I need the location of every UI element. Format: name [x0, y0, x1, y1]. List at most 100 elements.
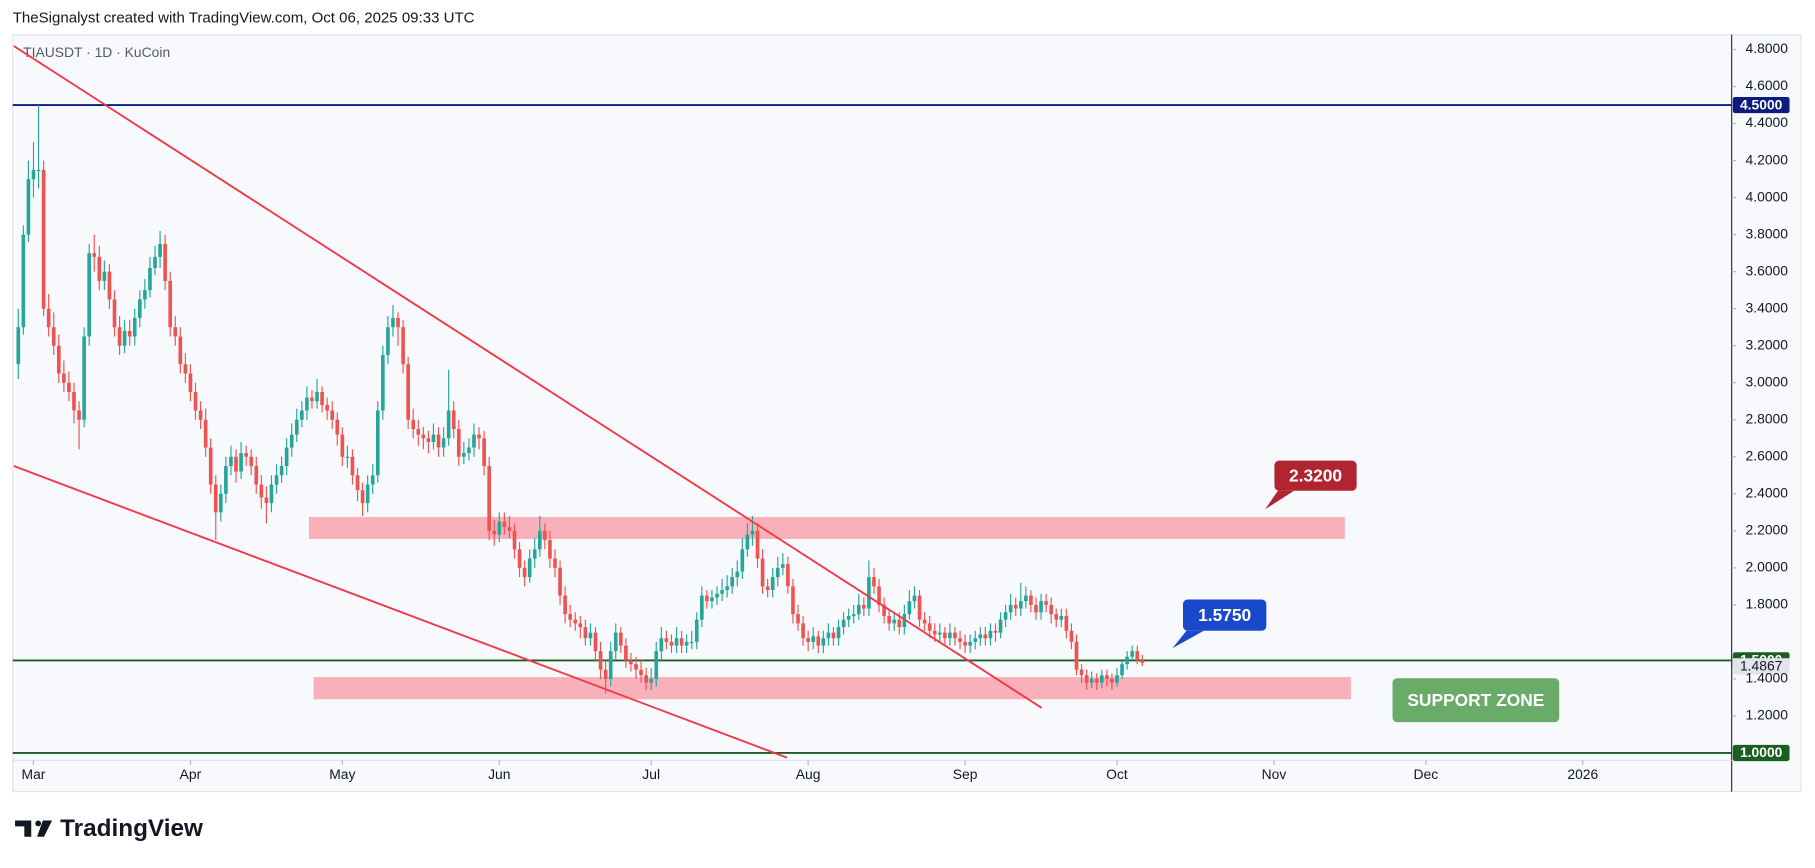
tradingview-logo: TradingView — [15, 815, 203, 842]
candle-body — [411, 419, 416, 430]
candle-body — [1039, 601, 1043, 613]
candle-body — [148, 267, 152, 291]
candle-body — [153, 256, 157, 268]
candle-body — [365, 484, 370, 504]
candle-body — [603, 669, 608, 679]
candle-body — [381, 354, 385, 411]
candle-body — [553, 558, 557, 568]
y-tick-label: 2.6000 — [1746, 447, 1789, 463]
candle-body — [269, 484, 274, 504]
candle-body — [1120, 664, 1124, 676]
candle-body — [441, 438, 446, 448]
candle-body — [16, 327, 21, 365]
candle-body — [841, 619, 846, 628]
logo-text: TradingView — [60, 815, 203, 842]
candle-body — [436, 434, 441, 448]
candle-body — [811, 636, 816, 642]
candle-body — [219, 493, 223, 513]
logo-mark — [15, 820, 32, 837]
candle-body — [279, 466, 284, 476]
candle-body — [770, 577, 775, 591]
candle-body — [765, 586, 770, 591]
candle-body — [259, 484, 264, 498]
x-tick-label: Nov — [1262, 766, 1287, 782]
candle-body — [735, 571, 740, 578]
candle-body — [31, 169, 36, 180]
candle-body — [897, 619, 902, 628]
candle-body — [791, 586, 795, 615]
candle-body — [289, 434, 294, 448]
callout-text: SUPPORT ZONE — [1407, 690, 1544, 710]
candle-body — [902, 614, 907, 628]
candle-body — [168, 280, 173, 328]
candle-body — [360, 490, 365, 504]
candle-body — [1110, 678, 1114, 683]
candle-body — [264, 497, 269, 504]
candle-body — [67, 382, 71, 392]
candle-body — [699, 595, 704, 620]
candle-body — [102, 271, 107, 281]
candle-body — [345, 456, 350, 458]
candle-body — [629, 660, 633, 665]
trendline — [13, 45, 1043, 709]
candle-body — [786, 564, 790, 587]
y-tick-label: 4.2000 — [1746, 151, 1789, 167]
level-label: 4.5000 — [1740, 96, 1783, 112]
candle-body — [56, 345, 61, 374]
candle-body — [239, 453, 243, 472]
candle-body — [988, 630, 993, 639]
candle-body — [639, 669, 643, 676]
candle-body — [948, 632, 952, 639]
candle-body — [396, 317, 400, 328]
candle-body — [416, 429, 421, 435]
candle-body — [563, 595, 567, 615]
x-tick-label: 2026 — [1567, 766, 1598, 782]
y-tick-label: 1.4000 — [1746, 670, 1789, 686]
candle-body — [806, 638, 810, 642]
candle-body — [158, 243, 162, 257]
candle-body — [689, 641, 694, 644]
candle-body — [112, 299, 117, 328]
candle-body — [730, 577, 735, 587]
candle-body — [507, 527, 512, 531]
y-tick-label: 4.4000 — [1746, 114, 1789, 130]
candle-body — [41, 169, 46, 309]
candle-body — [1044, 601, 1048, 605]
candle-body — [92, 253, 97, 257]
candle-body — [998, 619, 1003, 633]
level-label-box — [1732, 96, 1790, 114]
candle-body — [249, 456, 254, 467]
candle-body — [462, 453, 466, 457]
candle-body — [917, 595, 922, 620]
trendline — [13, 465, 788, 759]
y-tick-label: 3.0000 — [1746, 373, 1789, 389]
candle-body — [431, 434, 436, 442]
candle-body — [867, 577, 871, 609]
candle-body — [943, 632, 947, 639]
candle-body — [725, 586, 729, 591]
candle-body — [937, 632, 942, 635]
candle-body — [305, 397, 309, 411]
candle-body — [406, 364, 410, 420]
y-tick-label: 2.4000 — [1746, 484, 1789, 500]
candle-body — [887, 615, 891, 624]
candle-body — [755, 530, 760, 559]
candle-body — [163, 243, 167, 281]
candle-body — [750, 530, 755, 535]
candle-body — [836, 627, 841, 639]
y-tick-label: 1.2000 — [1746, 707, 1789, 723]
candle-body — [659, 638, 664, 652]
y-tick-label: 1.8000 — [1746, 596, 1789, 612]
x-tick-label: Dec — [1414, 766, 1439, 782]
candle-body — [143, 290, 147, 300]
candle-body — [775, 567, 780, 578]
candle-body — [801, 623, 805, 639]
candle-body — [1079, 669, 1084, 676]
x-tick-label: May — [329, 766, 355, 782]
candle-body — [391, 317, 395, 328]
candle-body — [1069, 630, 1074, 642]
candle-body — [1094, 678, 1099, 683]
candle-body — [963, 641, 967, 646]
candle-body — [330, 410, 335, 420]
candle-body — [978, 634, 983, 639]
